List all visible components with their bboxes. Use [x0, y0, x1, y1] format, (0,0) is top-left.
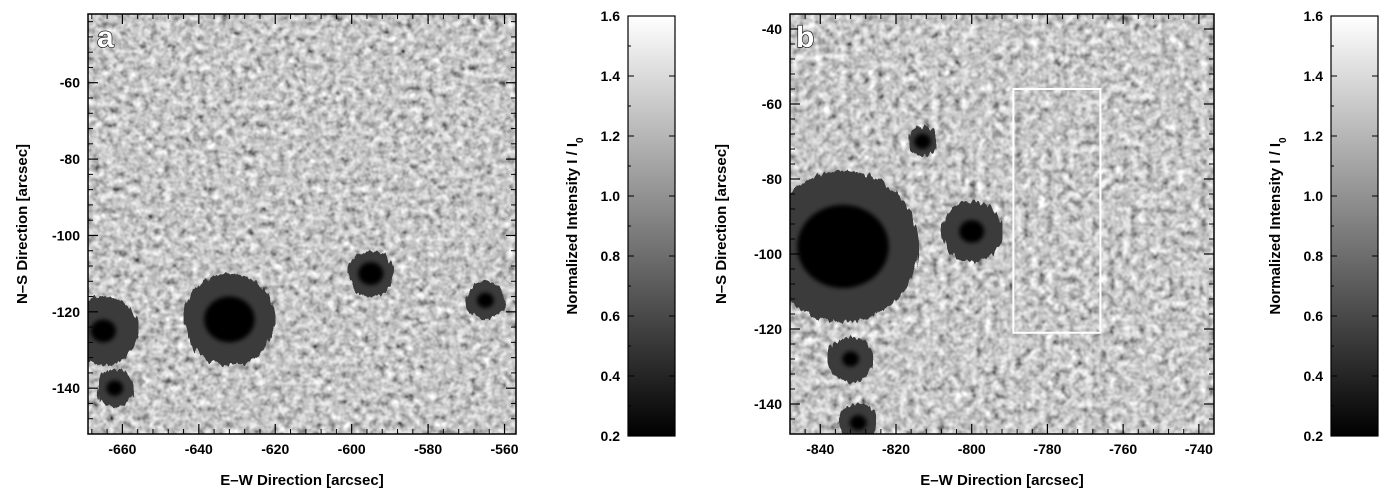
colorbar-1: 0.2 0.4 0.6 0.8 1.0 1.2 1.4 1.6 Normalized Inte… — [564, 8, 676, 444]
mid-pore-group-umbra — [959, 220, 985, 243]
y-tick-label: -100 — [52, 227, 80, 243]
axis-ticks-a: -660 -640 -620 -600 -580 -560 -60 -80 -100 -120 -1… — [52, 14, 519, 457]
upper-pore-umbra — [914, 133, 931, 150]
x-tick-label: -620 — [261, 441, 289, 457]
colorbar-label-1: Normalized Intensity I / I0 — [564, 137, 586, 315]
colorbar-tick-label: 1.0 — [601, 188, 621, 204]
y-tick-label: -120 — [52, 304, 80, 320]
right-edge-pores-umbra — [477, 292, 494, 309]
axis-ticks-b: -840 -820 -800 -780 -760 -740 -40 -60 -80 -100 -12… — [754, 13, 1215, 457]
panel-b: -840 -820 -800 -780 -760 -740 -40 -60 -80 -100 -12… — [713, 13, 1215, 489]
colorbar-gradient-1 — [627, 15, 676, 437]
x-axis-title-a: E–W Direction [arcsec] — [220, 472, 383, 489]
x-tick-label: -580 — [414, 441, 442, 457]
y-tick-label: -80 — [762, 171, 782, 187]
x-tick-label: -600 — [338, 441, 366, 457]
colorbar-tick-label: 0.4 — [1304, 368, 1324, 384]
lower-spot-umbra — [842, 351, 859, 367]
colorbar-tick-label: 1.6 — [1304, 8, 1324, 24]
x-tick-label: -640 — [185, 441, 213, 457]
bottom-spot-umbra — [849, 415, 867, 431]
x-tick-label: -840 — [806, 441, 834, 457]
small-pore-cluster-umbra — [358, 262, 384, 286]
colorbar-tick-label: 0.6 — [1304, 308, 1324, 324]
colorbar-gradient-2 — [1330, 15, 1379, 437]
region-of-interest-box — [1012, 88, 1102, 334]
y-axis-title-a: N–S Direction [arcsec] — [14, 144, 31, 304]
bottom-spot — [839, 403, 878, 434]
x-tick-label: -820 — [882, 441, 910, 457]
x-tick-label: -560 — [491, 441, 519, 457]
panel-label-b: b — [796, 21, 814, 54]
x-axis-title-b: E–W Direction [arcsec] — [920, 472, 1083, 489]
y-tick-label: -60 — [762, 96, 782, 112]
colorbar-tick-label: 1.2 — [601, 128, 621, 144]
y-axis-title-b: N–S Direction [arcsec] — [713, 144, 730, 304]
colorbar-tick-label: 0.8 — [1304, 248, 1324, 264]
colorbar-tick-label: 1.4 — [601, 68, 621, 84]
mid-pore-group — [941, 201, 1002, 262]
colorbar-tick-label: 1.6 — [601, 8, 621, 24]
panel-label-a: a — [97, 21, 114, 54]
x-tick-label: -780 — [1033, 441, 1061, 457]
large-sunspot — [790, 170, 919, 323]
y-tick-label: -140 — [52, 380, 80, 396]
granulation-image-a — [88, 14, 516, 434]
sunspots-b — [790, 126, 1002, 434]
y-tick-label: -80 — [60, 151, 80, 167]
colorbar-2: 0.2 0.4 0.6 0.8 1.0 1.2 1.4 1.6 Normalized Inte… — [1267, 8, 1379, 444]
y-tick-label: -100 — [754, 246, 782, 262]
lower-spot — [827, 336, 874, 382]
y-tick-label: -140 — [754, 396, 782, 412]
colorbar-label-2: Normalized Intensity I / I0 — [1267, 137, 1289, 315]
colorbar-tick-label: 0.2 — [601, 428, 621, 444]
colorbar-tick-label: 1.0 — [1304, 188, 1324, 204]
colorbar-ticks-2: 0.2 0.4 0.6 0.8 1.0 1.2 1.4 1.6 — [1304, 8, 1378, 444]
colorbar-tick-label: 1.4 — [1304, 68, 1324, 84]
sunspots-a — [88, 250, 505, 408]
plot-frame-a — [87, 13, 517, 435]
left-edge-spot-lower — [95, 369, 134, 408]
colorbar-ticks-1: 0.2 0.4 0.6 0.8 1.0 1.2 1.4 1.6 — [601, 8, 675, 444]
colorbar-tick-label: 0.8 — [601, 248, 621, 264]
colorbar-tick-label: 0.4 — [601, 368, 621, 384]
left-edge-spot-lower-umbra — [106, 380, 124, 396]
upper-pore — [907, 126, 938, 157]
left-edge-spot-umbra — [90, 319, 116, 343]
right-edge-pores — [466, 281, 505, 320]
y-tick-label: -60 — [60, 75, 80, 91]
panel-a: -660 -640 -620 -600 -580 -560 -60 -80 -100 -120 -1… — [14, 13, 519, 489]
small-pore-cluster — [347, 250, 394, 297]
left-edge-spot — [88, 296, 138, 366]
x-tick-label: -740 — [1185, 441, 1213, 457]
large-sunspot — [183, 273, 276, 366]
large-sunspot-umbra — [797, 204, 889, 289]
large-sunspot-umbra — [204, 296, 255, 343]
x-tick-label: -660 — [108, 441, 136, 457]
colorbar-tick-label: 0.6 — [601, 308, 621, 324]
colorbar-tick-label: 1.2 — [1304, 128, 1324, 144]
y-tick-label: -120 — [754, 321, 782, 337]
x-tick-label: -760 — [1109, 441, 1137, 457]
colorbar-tick-label: 0.2 — [1304, 428, 1324, 444]
x-tick-label: -800 — [958, 441, 986, 457]
y-tick-label: -40 — [762, 21, 782, 37]
